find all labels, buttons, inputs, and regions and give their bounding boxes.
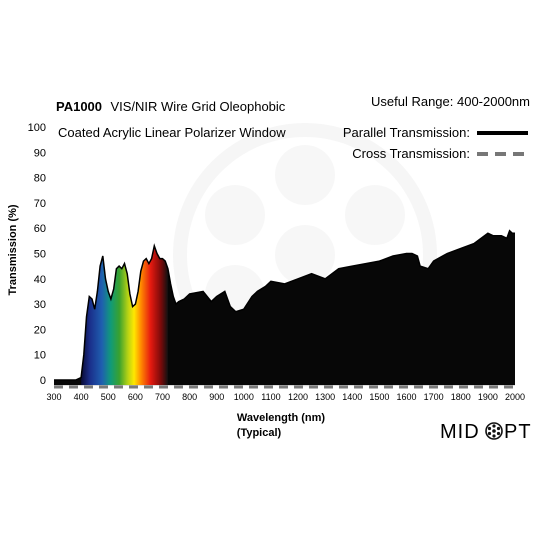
logo-text-left: MID — [440, 421, 480, 443]
y-tick-label: 60 — [34, 223, 46, 235]
title-model: PA1000 — [56, 99, 102, 114]
x-axis-label: Wavelength (nm) — [237, 412, 326, 424]
x-tick-label: 300 — [46, 392, 61, 402]
x-tick-label: 1900 — [478, 392, 498, 402]
y-tick-label: 50 — [34, 249, 46, 261]
y-tick-label: 10 — [34, 350, 46, 362]
x-tick-label: 700 — [155, 392, 170, 402]
x-tick-label: 1600 — [397, 392, 417, 402]
x-axis-ticks: 300 400 500 600 700 800 900 1000 1100 1200 1300 140… — [46, 392, 525, 402]
midopt-logo: MID PT — [440, 421, 532, 443]
legend: Parallel Transmission: Cross Transmissio… — [343, 125, 528, 161]
x-tick-label: 1100 — [261, 392, 280, 402]
y-tick-label: 80 — [34, 173, 46, 185]
useful-range: Useful Range: 400-2000nm — [371, 94, 530, 109]
title-description: VIS/NIR Wire Grid Oleophobic — [110, 99, 285, 114]
x-tick-label: 500 — [101, 392, 116, 402]
y-axis-label: Transmission (%) — [7, 204, 19, 295]
x-tick-label: 600 — [128, 392, 143, 402]
chart-subtitle: Coated Acrylic Linear Polarizer Window — [58, 125, 286, 140]
legend-label-cross: Cross Transmission: — [352, 146, 470, 161]
x-tick-label: 1700 — [424, 392, 444, 402]
x-tick-label: 800 — [182, 392, 197, 402]
logo-lens-icon — [485, 422, 503, 440]
y-axis-ticks: 0 10 20 30 40 50 60 70 80 90 100 — [28, 122, 46, 387]
plot-area — [54, 229, 515, 389]
x-axis-sublabel: (Typical) — [237, 427, 282, 439]
y-tick-label: 100 — [28, 122, 46, 134]
x-tick-label: 1200 — [288, 392, 308, 402]
y-tick-label: 40 — [34, 274, 46, 286]
y-tick-label: 70 — [34, 198, 46, 210]
parallel-transmission-line — [54, 229, 515, 381]
x-tick-label: 1800 — [451, 392, 471, 402]
legend-label-parallel: Parallel Transmission: — [343, 125, 470, 140]
logo-text-right: PT — [504, 421, 532, 443]
x-tick-label: 1300 — [315, 392, 335, 402]
x-tick-label: 1500 — [369, 392, 389, 402]
y-tick-label: 90 — [34, 147, 46, 159]
x-tick-label: 1400 — [342, 392, 362, 402]
x-tick-label: 400 — [74, 392, 89, 402]
visible-spectrum-fill — [81, 230, 168, 386]
parallel-transmission-area — [54, 230, 515, 386]
y-tick-label: 0 — [40, 375, 46, 387]
y-tick-label: 30 — [34, 299, 46, 311]
x-tick-label: 900 — [209, 392, 224, 402]
x-tick-label: 1000 — [234, 392, 254, 402]
x-tick-label: 2000 — [505, 392, 525, 402]
chart-title: PA1000 VIS/NIR Wire Grid Oleophobic — [56, 98, 286, 115]
y-tick-label: 20 — [34, 324, 46, 336]
